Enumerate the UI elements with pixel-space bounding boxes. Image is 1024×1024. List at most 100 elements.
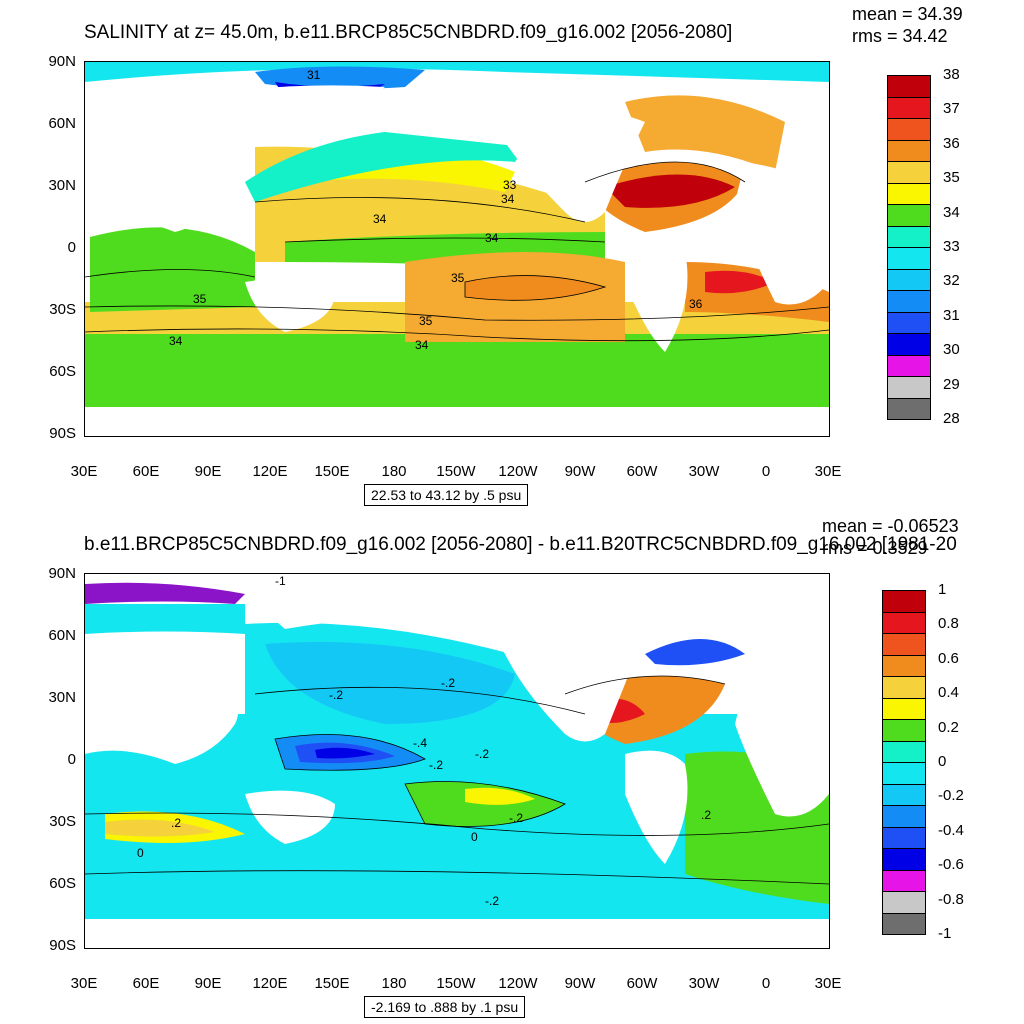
x-tick-label: 120E — [252, 975, 288, 992]
colorbar-swatch — [887, 268, 931, 291]
x-tick-label: 30W — [688, 975, 720, 992]
colorbar-label: 33 — [943, 238, 960, 255]
colorbar-swatch — [887, 118, 931, 141]
colorbar-swatch — [887, 96, 931, 119]
colorbar-label: 30 — [943, 341, 960, 359]
colorbar-swatch — [887, 225, 931, 248]
contour-label: 34 — [415, 338, 429, 352]
colorbar-swatch — [887, 182, 931, 205]
salinity-map: 31 33 34 34 34 35 35 35 34 34 36 — [84, 61, 830, 437]
colorbar-label: -0.2 — [938, 787, 964, 805]
colorbar-swatch — [882, 848, 926, 871]
x-tick-label: 30E — [814, 463, 842, 480]
y-tick-label: 0 — [67, 751, 76, 768]
colorbar-swatch — [887, 311, 931, 334]
colorbar-label: 1 — [938, 581, 947, 598]
colorbar-swatch — [887, 75, 931, 98]
colorbar-swatch — [882, 912, 926, 935]
x-tick-label: 60E — [132, 975, 160, 992]
salinity-map-graphic — [85, 62, 829, 436]
colorbar-swatch — [882, 762, 926, 785]
antarctica-land — [85, 407, 829, 436]
contour-label: 34 — [485, 231, 499, 245]
x-tick-label: 30E — [814, 975, 842, 992]
colorbar-label: -0.8 — [938, 890, 964, 908]
x-tick-label: 150W — [436, 975, 476, 992]
colorbar-label: 37 — [943, 100, 960, 118]
colorbar-label: -0.4 — [938, 821, 964, 839]
contour-label: 35 — [451, 271, 465, 285]
y-tick-label: 90N — [48, 53, 76, 70]
colorbar-swatch — [887, 247, 931, 270]
x-tick-label: 90W — [564, 975, 596, 992]
colorbar-swatch — [882, 611, 926, 634]
colorbar-swatch — [882, 805, 926, 828]
colorbar-swatch — [882, 869, 926, 892]
colorbar-label: 31 — [943, 306, 960, 324]
contour-label: -.2 — [441, 676, 456, 690]
colorbar-swatch — [882, 783, 926, 806]
colorbar-label: -0.6 — [938, 856, 964, 874]
colorbar-swatch — [887, 354, 931, 377]
y-tick-label: 90S — [49, 425, 76, 442]
australia-land — [245, 278, 335, 332]
colorbar-swatch — [887, 333, 931, 356]
colorbar-swatch — [882, 676, 926, 699]
y-tick-label: 0 — [67, 239, 76, 256]
contour-label: 35 — [193, 292, 207, 306]
panel-title: b.e11.BRCP85C5CNBDRD.f09_g16.002 [2056-2… — [84, 534, 957, 555]
colorbar-swatch — [882, 826, 926, 849]
colorbar-label: -1 — [938, 925, 952, 942]
y-tick-label: 60S — [49, 363, 76, 380]
x-tick-label: 30E — [70, 463, 98, 480]
contour-label: -.2 — [509, 811, 524, 825]
salinity-difference-panel: b.e11.BRCP85C5CNBDRD.f09_g16.002 [2056-2… — [0, 512, 1024, 1024]
panel-title: SALINITY at z= 45.0m, b.e11.BRCP85C5CNBD… — [84, 22, 733, 43]
colorbar-swatch — [887, 290, 931, 313]
y-tick-label: 30N — [48, 689, 76, 706]
x-tick-label: 180 — [381, 463, 407, 480]
salinity-panel: SALINITY at z= 45.0m, b.e11.BRCP85C5CNBD… — [48, 4, 963, 506]
y-tick-label: 60S — [49, 875, 76, 892]
colorbar-label: 36 — [943, 134, 960, 152]
difference-map: -1 -.2 -.2 -.4 -.2 -.2 0 .2 0 -.2 .2 -.2 — [84, 573, 830, 949]
contour-label: 31 — [307, 68, 321, 82]
colorbar-swatch — [887, 376, 931, 399]
x-tick-label: 60W — [626, 975, 658, 992]
contour-label: 34 — [501, 192, 515, 206]
contour-label: 0 — [137, 846, 144, 860]
contour-label: -1 — [275, 574, 286, 588]
y-tick-label: 90S — [49, 937, 76, 954]
contour-label: -.2 — [475, 747, 490, 761]
contour-label: 0 — [471, 830, 478, 844]
eurasia-land — [85, 92, 239, 232]
colorbar-label: 0.6 — [938, 649, 959, 667]
colorbar-swatch — [887, 161, 931, 184]
contour-label: -.2 — [429, 758, 444, 772]
southern-ocean-band — [85, 332, 829, 410]
x-tick-label: 120W — [498, 463, 538, 480]
colorbar-swatch — [882, 654, 926, 677]
y-tick-label: 30N — [48, 177, 76, 194]
colorbar-swatch — [882, 697, 926, 720]
colorbar-swatch — [887, 139, 931, 162]
x-tick-label: 90E — [194, 975, 222, 992]
y-tick-label: 30S — [49, 813, 76, 830]
colorbar-swatch — [882, 740, 926, 763]
contour-label: 33 — [503, 178, 517, 192]
x-tick-label: 90E — [194, 463, 222, 480]
contour-label: .2 — [171, 816, 182, 830]
y-tick-label: 90N — [48, 565, 76, 582]
rms-value: rms = 34.42 — [852, 26, 948, 46]
colorbar-swatch — [882, 891, 926, 914]
colorbar-label: 32 — [943, 272, 960, 290]
contour-label: 34 — [373, 212, 387, 226]
x-tick-label: 120E — [252, 463, 288, 480]
x-tick-label: 30E — [70, 975, 98, 992]
colorbar-swatch — [887, 397, 931, 420]
mean-value: mean = 34.39 — [852, 4, 963, 24]
x-tick-label: 150E — [314, 975, 350, 992]
contour-label: 34 — [169, 334, 183, 348]
colorbar-label: 0.4 — [938, 684, 959, 702]
y-tick-label: 60N — [48, 115, 76, 132]
